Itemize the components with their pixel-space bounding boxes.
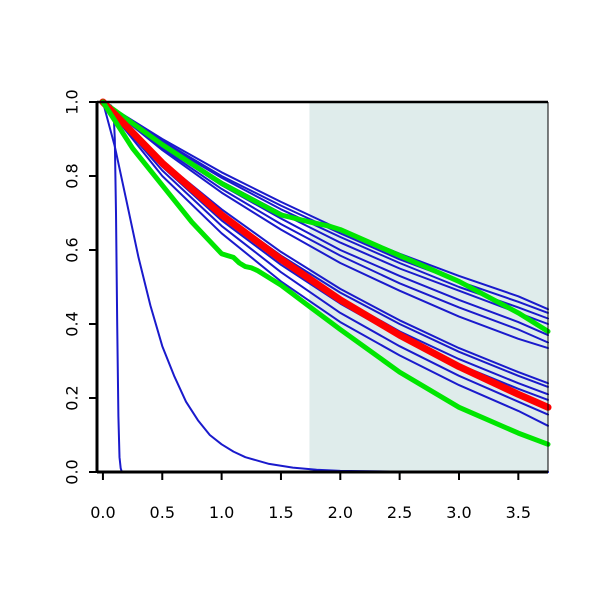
- axes-layer: 0.0 0.2 0.4 0.6 0.8 1.0 0.0 0.5 1.0 1.5 2.0 2.5 3.0 3…: [63, 89, 549, 522]
- x-tick-label-0: 0.0: [90, 503, 115, 522]
- x-tick-label-7: 3.5: [506, 503, 531, 522]
- y-tick-label-5: 1.0: [63, 89, 82, 114]
- y-tick-label-0: 0.0: [63, 459, 82, 484]
- y-tick-label-2: 0.4: [63, 311, 82, 336]
- y-tick-label-1: 0.2: [63, 385, 82, 410]
- series-line-17: [99, 98, 552, 411]
- series-line-9: [101, 101, 549, 350]
- x-tick-label-4: 2.0: [328, 503, 353, 522]
- y-tick-label-3: 0.6: [63, 237, 82, 262]
- series-layer: [99, 98, 552, 473]
- series-line-16: [100, 99, 551, 334]
- x-tick-label-3: 1.5: [268, 503, 293, 522]
- series-line-8: [101, 101, 549, 344]
- series-line-14: [101, 101, 549, 416]
- x-tick-label-5: 2.5: [387, 503, 412, 522]
- series-line-18: [100, 99, 551, 447]
- x-tick-label-6: 3.0: [446, 503, 471, 522]
- x-tick-label-1: 0.5: [150, 503, 175, 522]
- series-line-15: [101, 101, 549, 427]
- x-tick-label-2: 1.0: [209, 503, 234, 522]
- series-line-4: [101, 101, 549, 314]
- y-tick-label-4: 0.8: [63, 163, 82, 188]
